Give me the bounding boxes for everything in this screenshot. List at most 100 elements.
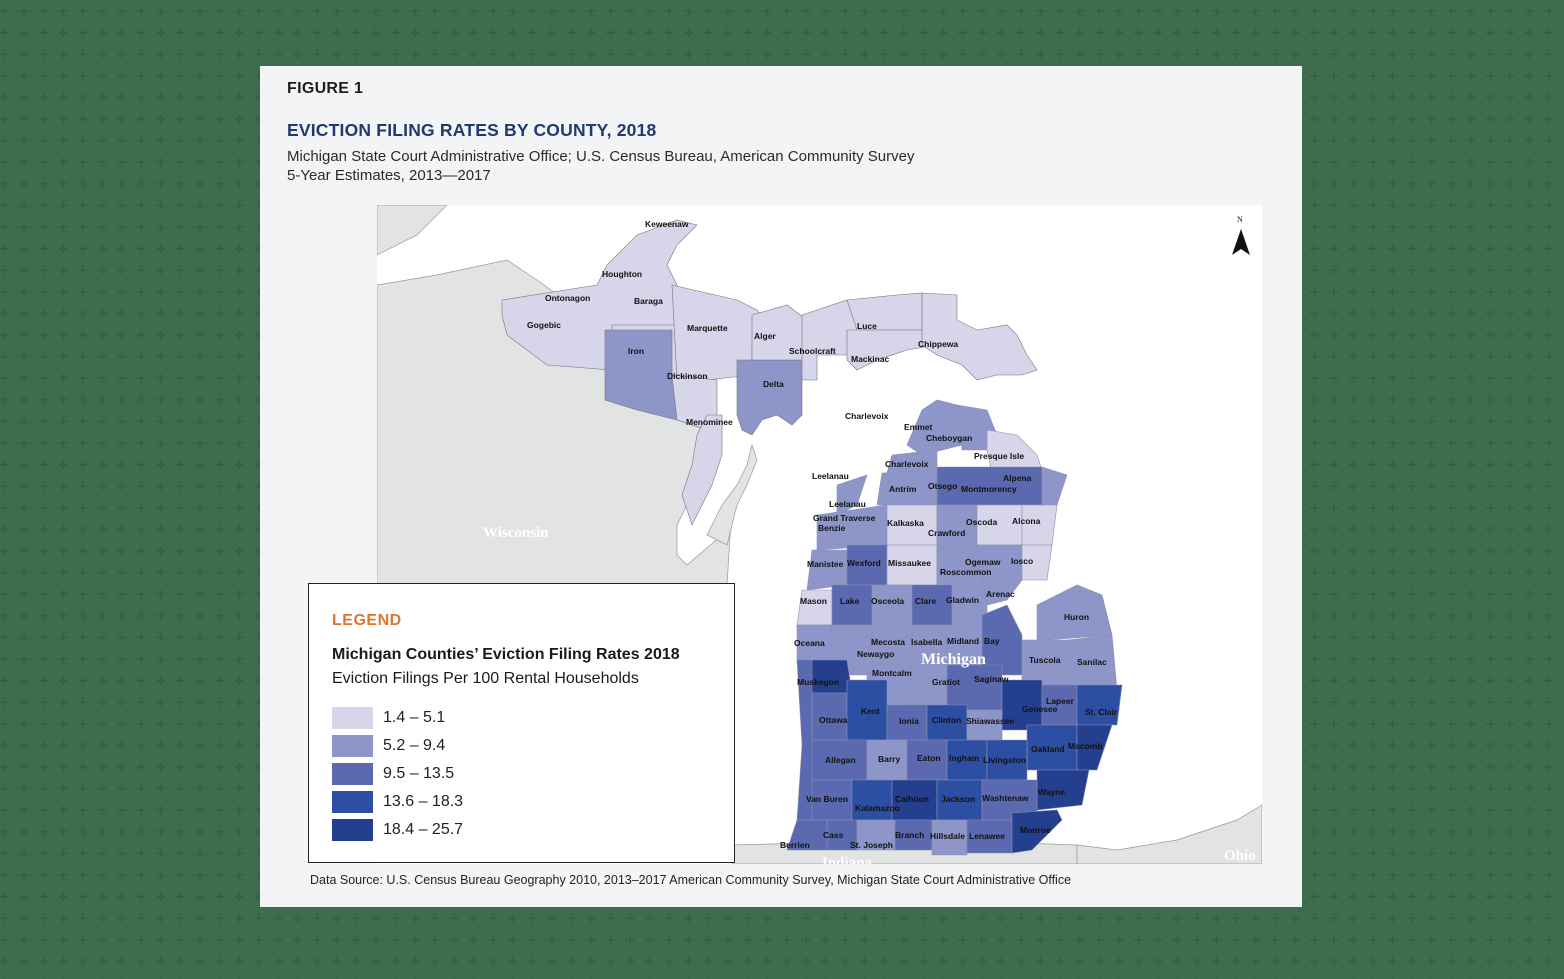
svg-text:Baraga: Baraga (634, 296, 663, 306)
svg-text:Oscoda: Oscoda (966, 517, 997, 527)
legend-items: 1.4 – 5.1 5.2 – 9.4 9.5 – 13.5 13.6 – 18… (332, 704, 463, 844)
svg-text:Delta: Delta (763, 379, 784, 389)
legend-heading: Michigan Counties’ Eviction Filing Rates… (332, 646, 680, 663)
svg-text:Ontonagon: Ontonagon (545, 293, 590, 303)
svg-text:St. Joseph: St. Joseph (850, 840, 893, 850)
svg-text:Gratiot: Gratiot (932, 677, 960, 687)
svg-text:Washtenaw: Washtenaw (982, 793, 1029, 803)
legend-item: 5.2 – 9.4 (332, 732, 463, 760)
legend-item: 18.4 – 25.7 (332, 816, 463, 844)
svg-text:Presque Isle: Presque Isle (974, 451, 1024, 461)
ohio-shape (1076, 804, 1262, 864)
svg-text:Wayne: Wayne (1038, 787, 1065, 797)
svg-text:Barry: Barry (878, 754, 900, 764)
svg-text:Wexford: Wexford (847, 558, 881, 568)
svg-text:Cass: Cass (823, 830, 844, 840)
svg-text:Calhoun: Calhoun (895, 794, 929, 804)
svg-text:St. Clair: St. Clair (1085, 707, 1118, 717)
svg-text:Genesee: Genesee (1022, 704, 1058, 714)
svg-text:Montcalm: Montcalm (872, 668, 912, 678)
legend-subheading: Eviction Filings Per 100 Rental Househol… (332, 670, 639, 687)
svg-text:Ionia: Ionia (899, 716, 919, 726)
svg-text:Arenac: Arenac (986, 589, 1015, 599)
svg-text:Keweenaw: Keweenaw (645, 219, 689, 229)
svg-text:Missaukee: Missaukee (888, 558, 931, 568)
svg-text:Tuscola: Tuscola (1029, 655, 1061, 665)
county-labels: Keweenaw Houghton Ontonagon Baraga Gogeb… (527, 219, 1118, 850)
svg-text:Benzie: Benzie (818, 523, 846, 533)
svg-text:Berrien: Berrien (780, 840, 810, 850)
svg-text:Saginaw: Saginaw (974, 674, 1009, 684)
svg-text:Kalamazoo: Kalamazoo (855, 803, 900, 813)
svg-text:Schoolcraft: Schoolcraft (789, 346, 836, 356)
legend-item: 1.4 – 5.1 (332, 704, 463, 732)
svg-text:Dickinson: Dickinson (667, 371, 708, 381)
svg-text:Chippewa: Chippewa (918, 339, 958, 349)
svg-text:Crawford: Crawford (928, 528, 965, 538)
indiana-label: Indiana (822, 855, 873, 864)
map-graphic: Keweenaw Houghton Ontonagon Baraga Gogeb… (377, 205, 1262, 864)
svg-text:Iron: Iron (628, 346, 644, 356)
svg-text:Luce: Luce (857, 321, 877, 331)
svg-text:Shiawassee: Shiawassee (966, 716, 1014, 726)
svg-text:Oceana: Oceana (794, 638, 825, 648)
svg-text:Charlevoix: Charlevoix (845, 411, 889, 421)
svg-text:Ottawa: Ottawa (819, 715, 848, 725)
svg-text:Montmorency: Montmorency (961, 484, 1017, 494)
svg-text:Kalkaska: Kalkaska (887, 518, 924, 528)
svg-text:Newaygo: Newaygo (857, 649, 894, 659)
legend-label: 18.4 – 25.7 (383, 821, 464, 838)
wisconsin-label: Wisconsin (483, 525, 549, 541)
subtitle-line-1: Michigan State Court Administrative Offi… (287, 148, 915, 165)
legend-item: 13.6 – 18.3 (332, 788, 463, 816)
svg-text:Charlevoix: Charlevoix (885, 459, 929, 469)
svg-text:Gogebic: Gogebic (527, 320, 561, 330)
data-source-note: Data Source: U.S. Census Bureau Geograph… (310, 873, 1072, 887)
svg-text:N: N (1237, 215, 1243, 224)
svg-text:Alger: Alger (754, 331, 776, 341)
legend-swatch (332, 819, 373, 841)
upper-peninsula (501, 219, 1038, 526)
svg-text:Allegan: Allegan (825, 755, 856, 765)
svg-text:Midland: Midland (947, 636, 979, 646)
svg-text:Cheboygan: Cheboygan (926, 433, 972, 443)
map-legend: LEGEND Michigan Counties’ Eviction Filin… (308, 583, 735, 863)
svg-text:Sanilac: Sanilac (1077, 657, 1107, 667)
svg-text:Osceola: Osceola (871, 596, 904, 606)
svg-text:Leelanau: Leelanau (829, 499, 866, 509)
svg-text:Mason: Mason (800, 596, 827, 606)
legend-swatch (332, 791, 373, 813)
svg-text:Alpena: Alpena (1003, 473, 1032, 483)
svg-text:Muskegon: Muskegon (797, 677, 839, 687)
legend-label: 5.2 – 9.4 (383, 737, 446, 754)
svg-text:Hillsdale: Hillsdale (930, 831, 965, 841)
ohio-label: Ohio (1224, 848, 1256, 864)
svg-text:Antrim: Antrim (889, 484, 917, 494)
svg-text:Marquette: Marquette (687, 323, 728, 333)
svg-text:Mecosta: Mecosta (871, 637, 905, 647)
svg-text:Iosco: Iosco (1011, 556, 1033, 566)
svg-text:Eaton: Eaton (917, 753, 941, 763)
legend-label: 1.4 – 5.1 (383, 709, 446, 726)
svg-text:Leelanau: Leelanau (812, 471, 849, 481)
svg-text:Bay: Bay (984, 636, 1000, 646)
svg-text:Otsego: Otsego (928, 481, 957, 491)
svg-text:Manistee: Manistee (807, 559, 844, 569)
svg-text:Livingston: Livingston (983, 755, 1026, 765)
svg-text:Mackinac: Mackinac (851, 354, 890, 364)
svg-text:Monroe: Monroe (1020, 825, 1051, 835)
legend-swatch (332, 763, 373, 785)
svg-text:Branch: Branch (895, 830, 924, 840)
svg-text:Lenawee: Lenawee (969, 831, 1005, 841)
subtitle-line-2: 5-Year Estimates, 2013—2017 (287, 167, 491, 184)
michigan-map: Keweenaw Houghton Ontonagon Baraga Gogeb… (377, 205, 1262, 864)
svg-text:Clinton: Clinton (932, 715, 961, 725)
svg-text:Ingham: Ingham (949, 753, 980, 763)
svg-text:Roscommon: Roscommon (940, 567, 991, 577)
legend-swatch (332, 735, 373, 757)
svg-text:Jackson: Jackson (941, 794, 975, 804)
svg-text:Clare: Clare (915, 596, 937, 606)
legend-item: 9.5 – 13.5 (332, 760, 463, 788)
legend-swatch (332, 707, 373, 729)
svg-text:Lapeer: Lapeer (1046, 696, 1075, 706)
